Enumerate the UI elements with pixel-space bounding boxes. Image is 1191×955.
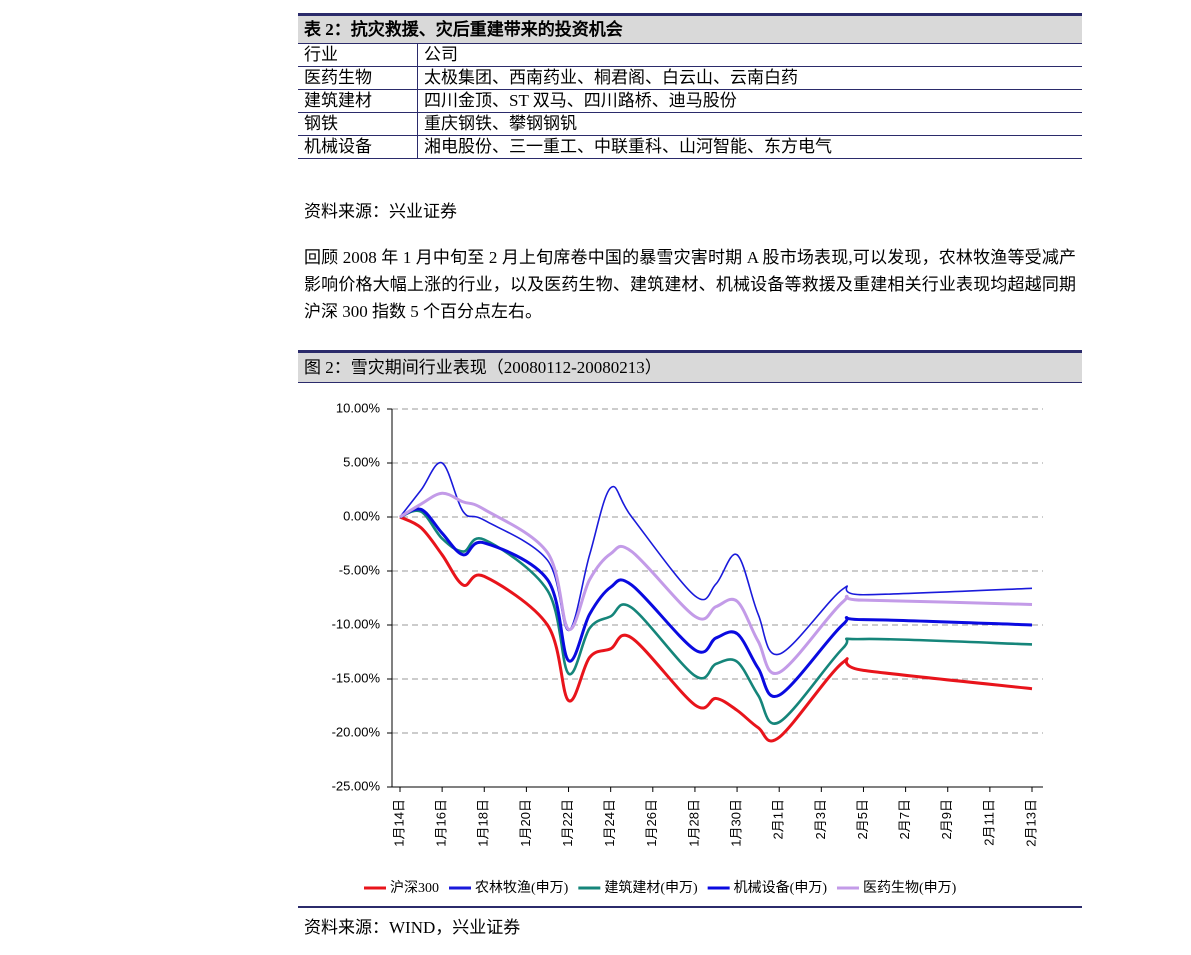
x-tick-label: 2月9日 [939,799,954,839]
x-tick-label: 1月28日 [686,799,701,847]
y-tick-label: -25.00% [332,778,381,793]
x-tick-label: 2月7日 [897,799,912,839]
legend-label: 沪深300 [390,880,439,896]
table-header: 行业 公司 [298,44,1082,67]
y-tick-label: -5.00% [339,562,381,577]
figure-source: 资料来源：WIND，兴业证券 [304,918,521,937]
x-tick-label: 1月24日 [602,799,617,847]
legend-label: 建筑建材(申万) [604,880,698,896]
x-tick-label: 1月30日 [729,799,744,847]
cell: 钢铁 [298,112,418,136]
y-tick-label: -10.00% [332,616,381,631]
x-tick-label: 2月3日 [813,799,828,839]
x-tick-label: 2月1日 [771,799,786,839]
paragraph: 回顾 2008 年 1 月中旬至 2 月上旬席卷中国的暴雪灾害时期 A 股市场表… [304,248,1076,321]
legend-label: 农林牧渔(申万) [475,880,569,896]
legend-label: 机械设备(申万) [734,879,828,896]
x-tick-label: 1月14日 [391,799,406,847]
y-tick-label: -15.00% [332,670,381,685]
legend-label: 医药生物(申万) [863,880,957,896]
series-line [399,491,1033,675]
table: 行业 公司 医药生物 太极集团、西南药业、桐君阁、白云山、云南白药 建筑建材 四川金顶… [298,44,1082,159]
cell: 行业 [298,44,418,67]
x-tick-label: 1月22日 [560,799,575,847]
x-tick-label: 2月11日 [981,799,996,846]
cell: 医药生物 [298,66,418,90]
x-tick-label: 1月26日 [644,799,659,847]
x-tick-label: 2月5日 [855,799,870,839]
table-title: 表 2：抗灾救援、灾后重建带来的投资机会 [298,13,1082,44]
table-row: 医药生物 太极集团、西南药业、桐君阁、白云山、云南白药 [298,66,1082,90]
x-tick-label: 1月20日 [518,799,533,847]
y-tick-label: 10.00% [336,400,381,415]
table-row: 机械设备 湘电股份、三一重工、中联重科、山河智能、东方电气 [298,135,1082,159]
y-tick-label: 5.00% [343,454,380,469]
table-row: 建筑建材 四川金顶、ST 双马、四川路桥、迪马股份 [298,89,1082,113]
x-tick-label: 1月18日 [476,799,491,847]
cell: 太极集团、西南药业、桐君阁、白云山、云南白药 [417,66,1082,90]
x-tick-label: 2月13日 [1023,799,1038,847]
cell: 四川金顶、ST 双马、四川路桥、迪马股份 [417,89,1082,113]
cell: 湘电股份、三一重工、中联重科、山河智能、东方电气 [417,135,1082,159]
x-tick-label: 1月16日 [434,799,449,847]
cell: 建筑建材 [298,89,418,113]
y-tick-label: 0.00% [343,508,380,523]
table-source: 资料来源：兴业证券 [304,202,457,221]
cell: 机械设备 [298,135,418,159]
y-tick-label: -20.00% [332,724,381,739]
series-line [399,509,1033,725]
series-line [399,515,1033,743]
series-line [399,507,1033,698]
figure-title: 图 2：雪灾期间行业表现（20080112-20080213） [298,350,1082,383]
cell: 公司 [417,44,1082,67]
series-line [399,461,1033,656]
cell: 重庆钢铁、攀钢钢钒 [417,112,1082,136]
table-row: 钢铁 重庆钢铁、攀钢钢钒 [298,112,1082,136]
